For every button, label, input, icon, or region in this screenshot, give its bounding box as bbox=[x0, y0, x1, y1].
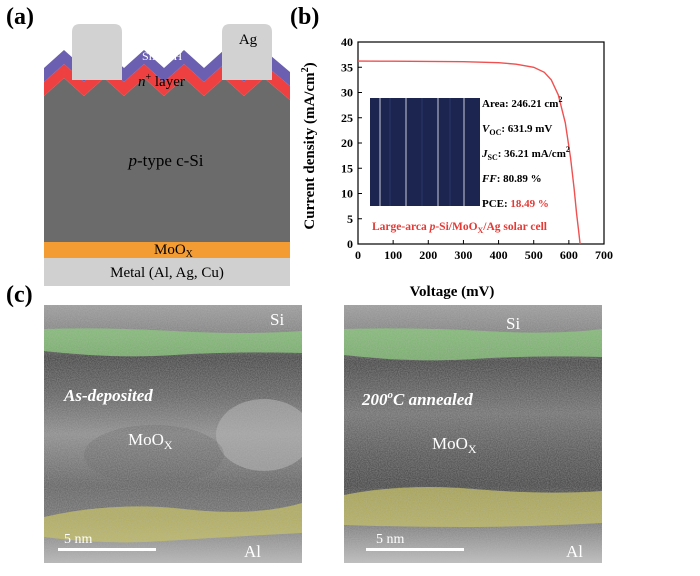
panel-c-label: (c) bbox=[6, 282, 33, 308]
condition-label: As-deposited bbox=[63, 386, 153, 405]
al-label: Al bbox=[566, 542, 583, 561]
substrate-label: p-type c-Si bbox=[127, 151, 203, 170]
y-axis-label: Current density (mA/cm2) bbox=[300, 62, 318, 229]
si-label: Si bbox=[270, 310, 284, 329]
oxide-label: MoOX bbox=[128, 430, 173, 452]
x-axis-label: Voltage (mV) bbox=[410, 284, 495, 300]
param-voc: VOC: 631.9 mV bbox=[482, 123, 552, 137]
x-tick-label: 100 bbox=[384, 248, 402, 262]
moox-layer bbox=[44, 242, 290, 258]
x-tick-label: 700 bbox=[595, 248, 613, 262]
scale-bar bbox=[366, 548, 464, 551]
oxide-label: MoOX bbox=[432, 434, 477, 456]
legend-text: Large-arca p-Si/MoOX/Ag solar cell bbox=[372, 221, 547, 235]
y-tick-label: 35 bbox=[341, 60, 353, 74]
x-tick-label: 200 bbox=[419, 248, 437, 262]
param-pce: PCE: 18.49 % bbox=[482, 198, 549, 210]
ag-finger-right bbox=[222, 24, 272, 80]
device-structure-diagram: Ag SiNX: H n+ layer p-type c-Si MoOX Met… bbox=[44, 24, 290, 286]
jv-chart: 0 100 200 300 400 500 600 700 0 5 10 15 20 25 30 35 40 C… bbox=[300, 35, 613, 300]
scale-bar-label: 5 nm bbox=[376, 532, 405, 547]
scale-bar bbox=[58, 548, 156, 551]
si-label: Si bbox=[506, 314, 520, 333]
finger-label: Ag bbox=[239, 32, 258, 48]
x-tick-label: 300 bbox=[454, 248, 472, 262]
y-tick-label: 0 bbox=[347, 237, 353, 251]
y-tick-label: 25 bbox=[341, 111, 353, 125]
condition-label: 200oC annealed bbox=[361, 389, 473, 409]
moox-label: MoOX bbox=[154, 242, 194, 260]
scale-bar-label: 5 nm bbox=[64, 532, 93, 547]
jv-curve bbox=[357, 60, 581, 245]
y-tick-label: 30 bbox=[341, 86, 353, 100]
emitter-label: n+ layer bbox=[138, 72, 185, 90]
tem-image-as-deposited: Si As-deposited MoOX 5 nm Al bbox=[44, 305, 302, 563]
solar-cell-photo bbox=[370, 98, 480, 206]
metal-layer bbox=[44, 258, 290, 286]
al-label: Al bbox=[244, 542, 261, 561]
tem-image-annealed: Si 200oC annealed MoOX 5 nm Al bbox=[344, 305, 602, 563]
ag-finger-left bbox=[72, 24, 122, 80]
panel-a-label: (a) bbox=[6, 4, 34, 30]
y-tick-label: 15 bbox=[341, 161, 353, 175]
y-tick-label: 5 bbox=[347, 212, 353, 226]
param-ff: FF: 80.89 % bbox=[481, 173, 542, 185]
param-area: Area: 246.21 cm2 bbox=[482, 95, 562, 110]
x-tick-label: 400 bbox=[490, 248, 508, 262]
y-tick-label: 20 bbox=[341, 136, 353, 150]
metal-label: Metal (Al, Ag, Cu) bbox=[110, 265, 224, 281]
x-tick-label: 0 bbox=[355, 248, 361, 262]
y-tick-label: 10 bbox=[341, 187, 353, 201]
cell-parameters: Area: 246.21 cm2 VOC: 631.9 mV JSC: 36.2… bbox=[481, 95, 570, 210]
y-tick-label: 40 bbox=[341, 35, 353, 49]
x-tick-label: 600 bbox=[560, 248, 578, 262]
panel-b-label: (b) bbox=[290, 4, 320, 30]
substrate-layer bbox=[44, 78, 290, 242]
x-tick-label: 500 bbox=[525, 248, 543, 262]
passivation-label: SiNX: H bbox=[142, 49, 183, 65]
param-jsc: JSC: 36.21 mA/cm2 bbox=[481, 145, 570, 162]
